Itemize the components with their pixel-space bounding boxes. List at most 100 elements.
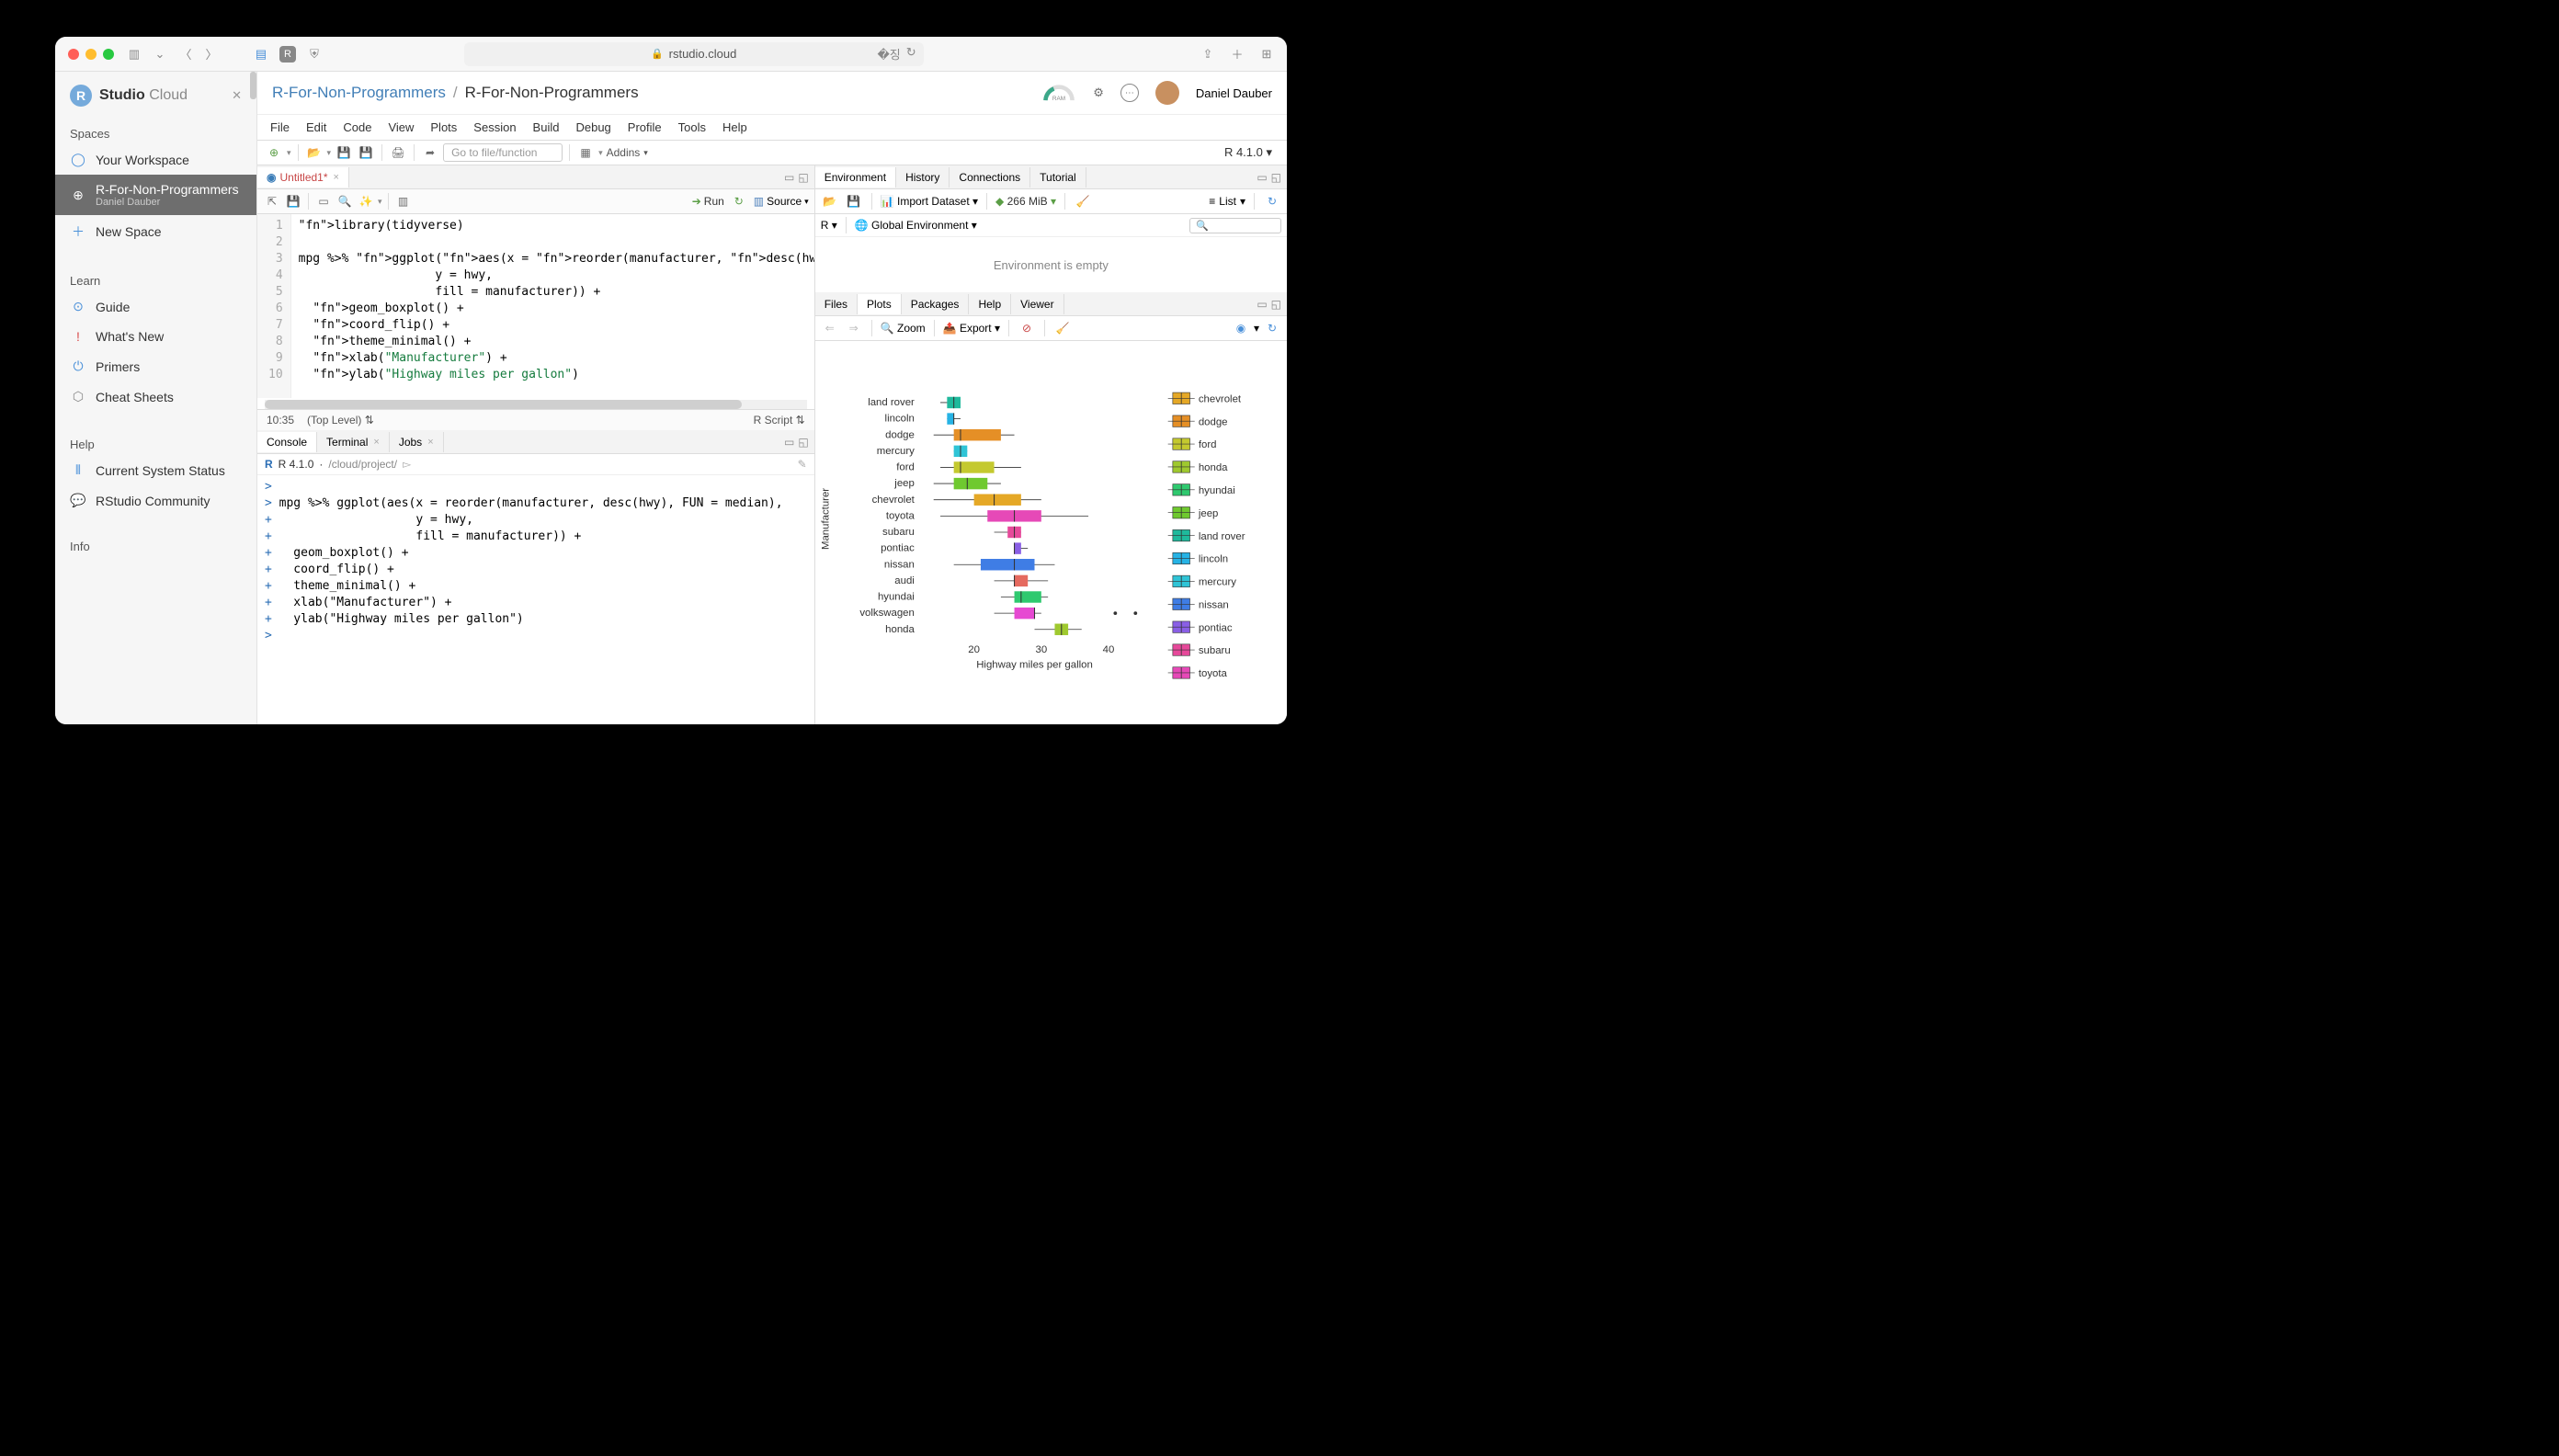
env-scope-selector[interactable]: 🌐 Global Environment ▾ [855,219,977,232]
code-editor[interactable]: 12345678910 "fn">library(tidyverse) mpg … [257,214,814,398]
window-zoom[interactable] [103,49,114,60]
tab-plots[interactable]: Plots [858,294,902,314]
clear-console-icon[interactable]: ✎ [798,458,807,471]
notebook-icon[interactable]: ▥ [394,192,413,210]
reload-icon[interactable]: ↻ [906,45,916,63]
path-browse-icon[interactable]: ▻ [403,458,411,471]
maximize-env-icon[interactable]: ◱ [1271,171,1281,184]
close-tab-icon[interactable]: × [334,172,339,183]
export-button[interactable]: 📤 Export ▾ [943,322,1000,335]
plot-prev-icon[interactable]: ⇐ [821,319,839,337]
sidebar-item-workspace[interactable]: ◯ Your Workspace [55,144,256,175]
minimize-plots-icon[interactable]: ▭ [1257,298,1267,311]
share-icon[interactable]: ⇪ [1200,47,1215,62]
todoist-icon[interactable]: ▤ [254,47,268,62]
source-button[interactable]: ▥Source▾ [754,195,809,208]
dropdown-icon[interactable]: ⌄ [153,47,167,62]
wand-icon[interactable]: ✨ [357,192,375,210]
minimize-env-icon[interactable]: ▭ [1257,171,1267,184]
sidebar-close-icon[interactable]: ✕ [232,88,242,103]
r-version[interactable]: R 4.1.0 ▾ [1224,145,1280,160]
tab-viewer[interactable]: Viewer [1011,294,1063,314]
save-file-icon[interactable]: 💾 [284,192,302,210]
maximize-pane-icon[interactable]: ◱ [798,171,808,184]
sidebar-item-new-space[interactable]: ＋ New Space [55,215,256,248]
refresh-env-icon[interactable]: ↻ [1263,192,1281,210]
plot-next-icon[interactable]: ⇒ [845,319,863,337]
sidebar-item-active-space[interactable]: ⊕ R-For-Non-ProgrammersDaniel Dauber [55,175,256,215]
console-tab[interactable]: Console [257,432,317,452]
jobs-tab[interactable]: Jobs× [390,432,444,452]
menu-build[interactable]: Build [533,120,560,134]
menu-tools[interactable]: Tools [678,120,706,134]
popout-icon[interactable]: ⇱ [263,192,281,210]
save-icon[interactable]: 💾 [335,143,353,162]
new-tab-icon[interactable]: ＋ [1230,47,1245,62]
menu-edit[interactable]: Edit [306,120,326,134]
sidebar-item-system-status[interactable]: ⦀Current System Status [55,455,256,485]
rerun-icon[interactable]: ↻ [730,192,748,210]
menu-debug[interactable]: Debug [575,120,610,134]
zoom-button[interactable]: 🔍 Zoom [881,322,926,335]
sidebar-item-primers[interactable]: ⏻Primers [55,351,256,381]
clear-plots-icon[interactable]: 🧹 [1053,319,1072,337]
open-folder-icon[interactable]: 📂 [305,143,324,162]
window-minimize[interactable] [85,49,97,60]
env-tab-connections[interactable]: Connections [950,167,1030,188]
addins-menu[interactable]: Addins▾ [607,146,648,159]
menu-profile[interactable]: Profile [628,120,662,134]
source-tab[interactable]: ◉ Untitled1* × [257,167,349,188]
goto-file-input[interactable]: Go to file/function [443,143,563,162]
user-avatar[interactable] [1155,81,1179,105]
back-icon[interactable]: 〈 [178,47,193,62]
window-close[interactable] [68,49,79,60]
scope-selector[interactable]: (Top Level) ⇅ [307,414,374,427]
shield-icon[interactable]: ⛨ [307,47,322,62]
console-output[interactable]: > > mpg %>% ggplot(aes(x = reorder(manuf… [257,475,814,724]
settings-icon[interactable]: ⚙ [1093,85,1104,100]
ram-gauge[interactable]: RAM [1041,84,1076,102]
sidebar-item-guide[interactable]: ⊙Guide [55,291,256,322]
refresh-plot-icon[interactable]: ↻ [1263,319,1281,337]
publish-icon[interactable]: ◉ [1232,319,1250,337]
more-icon[interactable]: ⋯ [1120,84,1139,102]
load-workspace-icon[interactable]: 📂 [821,192,839,210]
tab-packages[interactable]: Packages [902,294,970,314]
minimize-pane-icon[interactable]: ▭ [784,171,794,184]
reader-icon[interactable]: �징 [877,45,900,63]
menu-session[interactable]: Session [473,120,516,134]
run-button[interactable]: ➔Run [692,195,724,208]
find-icon[interactable]: 🔍 [336,192,354,210]
tab-files[interactable]: Files [815,294,858,314]
broom-icon[interactable]: 🧹 [1074,192,1092,210]
sidebar-item-community[interactable]: 💬RStudio Community [55,485,256,516]
forward-icon[interactable]: 〉 [204,47,219,62]
env-search[interactable]: 🔍 [1189,218,1281,233]
view-mode-button[interactable]: ≡ List ▾ [1209,195,1245,208]
maximize-plots-icon[interactable]: ◱ [1271,298,1281,311]
save-workspace-icon[interactable]: 💾 [845,192,863,210]
url-bar[interactable]: 🔒 rstudio.cloud �징↻ [464,42,924,66]
breadcrumb-workspace[interactable]: R-For-Non-Programmers [272,84,446,102]
terminal-tab[interactable]: Terminal× [317,432,390,452]
env-tab-tutorial[interactable]: Tutorial [1030,167,1086,188]
import-dataset-button[interactable]: 📊 Import Dataset ▾ [881,195,978,208]
menu-view[interactable]: View [388,120,414,134]
minimize-console-icon[interactable]: ▭ [784,436,794,449]
sidebar-toggle-icon[interactable]: ▥ [127,47,142,62]
menu-code[interactable]: Code [343,120,371,134]
show-doc-icon[interactable]: ▭ [314,192,333,210]
menu-file[interactable]: File [270,120,290,134]
grid-icon[interactable]: ▦ [576,143,595,162]
editor-hscroll[interactable] [265,400,807,409]
scrollbar[interactable] [250,72,256,99]
env-tab-environment[interactable]: Environment [815,167,896,188]
sidebar-item-whats-new[interactable]: !What's New [55,322,256,351]
menu-plots[interactable]: Plots [430,120,457,134]
maximize-console-icon[interactable]: ◱ [798,436,808,449]
tab-help[interactable]: Help [969,294,1011,314]
sidebar-item-cheat-sheets[interactable]: ⬡Cheat Sheets [55,381,256,412]
env-lang-selector[interactable]: R ▾ [821,219,837,232]
rstudio-ext-icon[interactable]: R [279,46,296,63]
goto-icon[interactable]: ➦ [421,143,439,162]
